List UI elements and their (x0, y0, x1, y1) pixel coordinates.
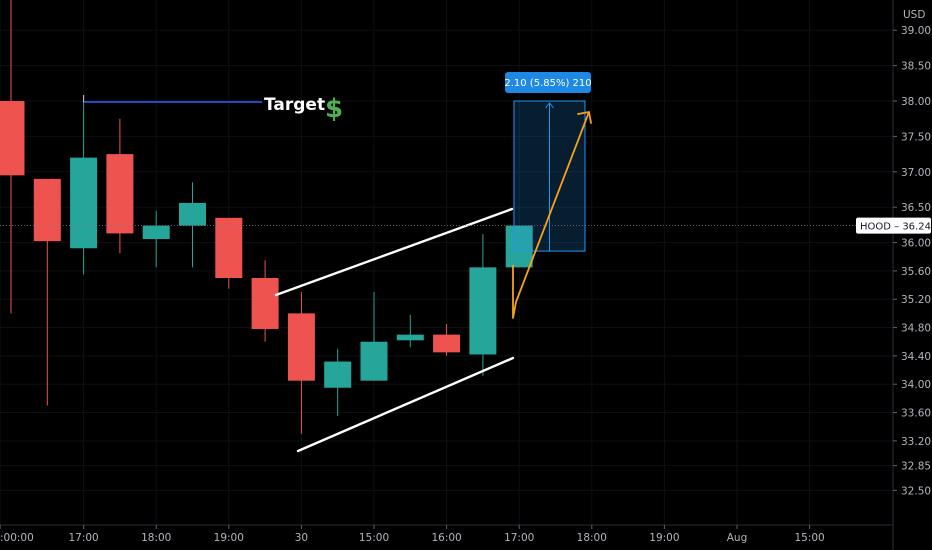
candle-body (106, 154, 134, 234)
price-axis[interactable]: 32.50 32.85 33.20 33.60 34.00 34.40 34.80 35.20… (892, 0, 931, 550)
currency-label: USD (903, 9, 925, 21)
dollar-sign-icon: $ (325, 94, 343, 124)
candle[interactable] (324, 348, 352, 417)
time-axis-label: Aug (727, 532, 748, 544)
candle-body (287, 313, 315, 381)
candle-body (142, 225, 170, 240)
candle[interactable] (360, 292, 388, 381)
projection-arrow-head-icon (577, 110, 592, 124)
time-axis-label: 17:00 (68, 532, 98, 544)
candle[interactable] (0, 0, 25, 314)
candle[interactable] (469, 234, 497, 376)
candle-body (0, 101, 25, 176)
price-axis-label: 36.00 (901, 238, 931, 250)
candle[interactable] (433, 324, 461, 356)
candle[interactable] (251, 260, 279, 342)
time-axis[interactable]: :00:00 17:00 18:00 19:00 30 15:00 16:00 17:00 18… (0, 524, 893, 544)
price-axis-label: 36.50 (901, 202, 931, 214)
price-axis-label: 34.00 (901, 379, 931, 391)
price-axis-label: 35.60 (901, 266, 931, 278)
channel-lower-line[interactable] (296, 356, 515, 453)
time-axis-label: 15:00 (794, 532, 824, 544)
candle-body (433, 334, 461, 353)
price-axis-label: 37.00 (901, 167, 931, 179)
candle-body (33, 178, 61, 242)
time-axis-label: 18:00 (141, 532, 171, 544)
candle-body (70, 157, 98, 249)
price-axis-label: 33.60 (901, 408, 931, 420)
price-axis-label: 34.80 (901, 323, 931, 335)
price-axis-label: 35.20 (901, 294, 931, 306)
time-axis-label: 19:00 (214, 532, 244, 544)
candle[interactable] (106, 118, 134, 254)
channel-upper-line[interactable] (274, 207, 514, 297)
price-axis-label: 38.00 (901, 96, 931, 108)
price-axis-label: 39.00 (901, 25, 931, 37)
price-range-badge (505, 72, 591, 93)
candle[interactable] (215, 217, 243, 289)
time-axis-label: 18:00 (577, 532, 607, 544)
candles[interactable] (0, 0, 533, 434)
candle-body (360, 341, 388, 381)
candle-body (469, 267, 497, 355)
candle[interactable] (287, 292, 315, 434)
grid-lines (0, 0, 893, 525)
candle[interactable] (33, 178, 61, 406)
candle[interactable] (142, 210, 170, 268)
projection-arrow[interactable] (512, 111, 590, 319)
price-range-badge-text: 2.10 (5.85%) 210 (504, 78, 591, 89)
time-axis-label: 30 (295, 532, 308, 544)
price-axis-label: 38.50 (901, 61, 931, 73)
svg-text:HOOD – 36.24: HOOD – 36.24 (860, 222, 931, 233)
target-label[interactable]: Target (264, 95, 325, 115)
time-axis-label: 15:00 (359, 532, 389, 544)
candle-body (179, 202, 206, 226)
price-axis-label: 33.20 (901, 436, 931, 448)
last-price-label: HOOD – 36.24 (856, 217, 931, 234)
candle-body (251, 278, 279, 329)
time-axis-label: 16:00 (431, 532, 461, 544)
candle[interactable] (179, 182, 206, 268)
time-axis-label: :00:00 (0, 532, 34, 544)
price-range-arrow-head (545, 102, 554, 109)
candle[interactable] (396, 314, 424, 348)
time-axis-label: 17:00 (504, 532, 534, 544)
price-axis-label: 34.40 (901, 351, 931, 363)
candle-body (396, 334, 424, 341)
candle-body (324, 361, 352, 388)
price-axis-label: 32.50 (901, 485, 931, 497)
candle-body (215, 217, 243, 278)
candle-body (505, 225, 533, 268)
candle[interactable] (505, 225, 533, 268)
price-axis-label: 32.85 (901, 461, 931, 473)
price-axis-label: 37.50 (901, 131, 931, 143)
time-axis-label: 19:00 (649, 532, 679, 544)
drawings[interactable]: Target $ 2.10 (5.85%) 210 (83, 72, 592, 453)
candle[interactable] (70, 101, 98, 275)
